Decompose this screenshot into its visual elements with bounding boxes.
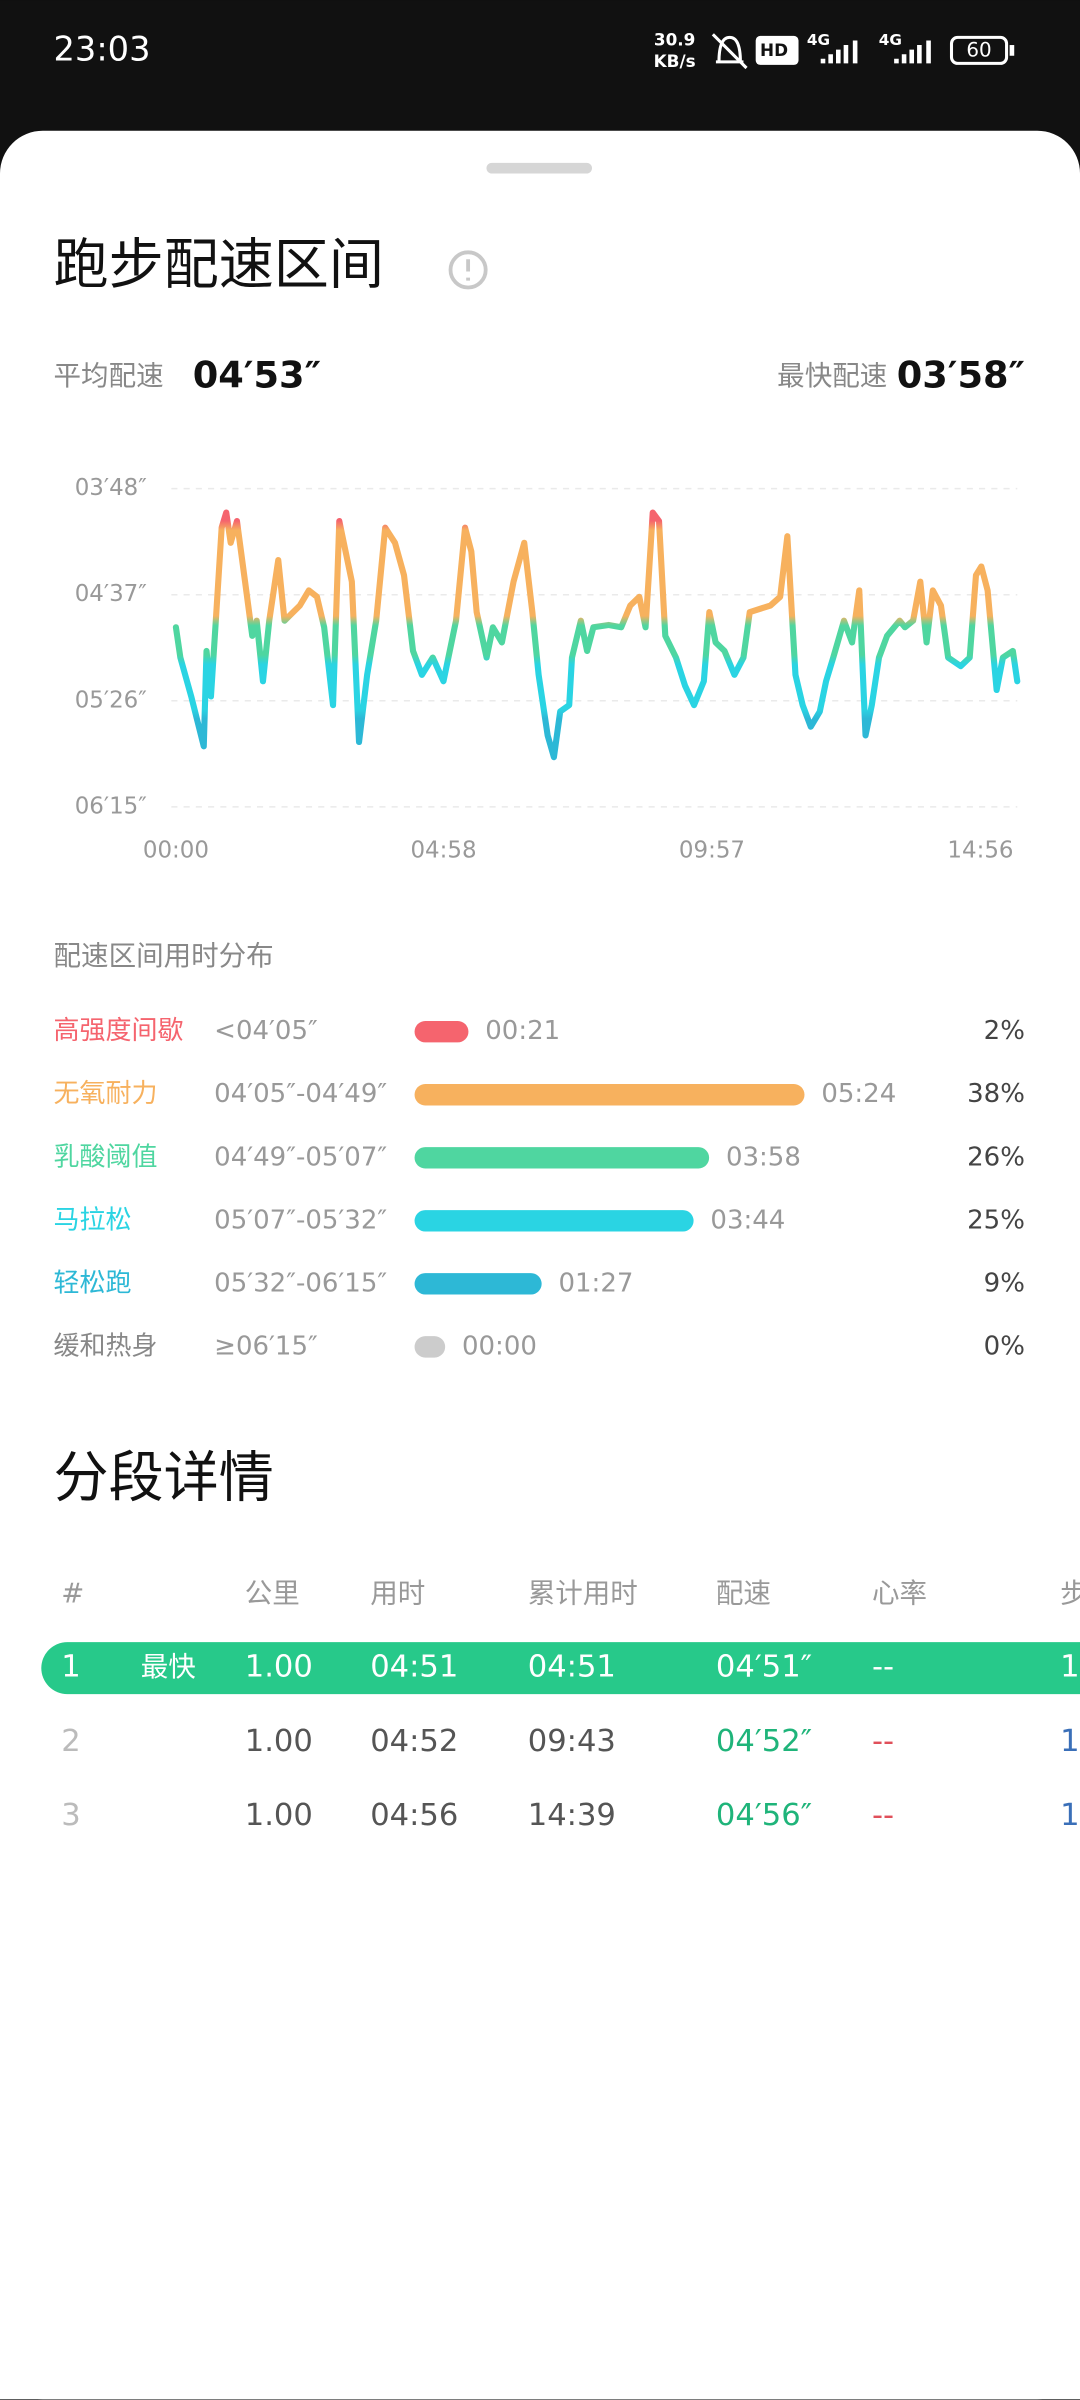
zone-range: 04′49″-05′07″ (214, 1142, 387, 1172)
best-value: 03′58″ (897, 353, 1025, 396)
column-header: 累计用时 (528, 1578, 638, 1610)
cell-cadence: 15 (1060, 1798, 1080, 1833)
zone-time: 03:58 (726, 1142, 801, 1172)
row-index: 1 (61, 1650, 80, 1685)
battery-tip (1009, 45, 1015, 56)
column-header: 心率 (872, 1578, 927, 1610)
avg-value: 04′53″ (193, 353, 321, 396)
zone-percent: 2% (984, 1016, 1025, 1046)
cell-pace: 04′56″ (716, 1798, 812, 1833)
zone-name: 无氧耐力 (54, 1079, 158, 1109)
cell-time: 04:52 (370, 1724, 458, 1759)
mute-icon (711, 33, 748, 70)
zone-range: 05′07″-05′32″ (214, 1205, 387, 1235)
zone-range: 04′05″-04′49″ (214, 1079, 387, 1109)
zone-percent: 26% (967, 1142, 1025, 1172)
zone-time: 05:24 (821, 1079, 896, 1109)
row-index: 3 (61, 1798, 80, 1833)
cell-time: 04:51 (370, 1650, 458, 1685)
y-tick-label: 05′26″ (75, 687, 148, 713)
y-tick-label: 03′48″ (75, 475, 148, 501)
zone-percent: 9% (984, 1268, 1025, 1298)
signal-icon (894, 40, 931, 64)
zone-range: <04′05″ (214, 1016, 318, 1046)
net-speed: 30.9 (654, 29, 695, 49)
battery-level: 60 (966, 39, 991, 62)
zone-time: 01:27 (558, 1268, 633, 1298)
page-title: 跑步配速区间 (54, 233, 384, 297)
zone-time: 03:44 (710, 1205, 785, 1235)
signal-label: 4G (879, 31, 902, 49)
column-header: 用时 (370, 1578, 425, 1610)
cell-km: 1.00 (245, 1798, 313, 1833)
cell-km: 1.00 (245, 1724, 313, 1759)
zone-name: 轻松跑 (54, 1268, 132, 1298)
signal-icon (820, 40, 858, 64)
net-unit: KB/s (654, 51, 696, 71)
zone-bar (414, 1021, 469, 1043)
cell-pace: 04′52″ (716, 1724, 812, 1759)
pace-line (172, 509, 1021, 761)
x-tick-label: 00:00 (143, 838, 209, 864)
column-header: # (61, 1578, 84, 1610)
row-tag: 最快 (141, 1651, 196, 1683)
hd-label: HD (760, 40, 788, 60)
y-tick-label: 04′37″ (75, 581, 148, 607)
best-label: 最快配速 (777, 360, 887, 392)
zone-time: 00:00 (462, 1331, 537, 1361)
cell-cumulative: 04:51 (528, 1650, 616, 1685)
zone-bar (414, 1147, 710, 1169)
sheet-body (0, 184, 1080, 2400)
x-tick-label: 09:57 (679, 838, 745, 864)
zone-range: 05′32″-06′15″ (214, 1268, 387, 1298)
zone-bar (414, 1273, 542, 1295)
zone-percent: 38% (967, 1079, 1025, 1109)
info-icon[interactable] (448, 250, 488, 290)
column-header: 配速 (716, 1578, 771, 1610)
cell-pace: 04′51″ (716, 1650, 812, 1685)
column-header: 公里 (245, 1578, 300, 1610)
cell-hr: -- (872, 1798, 894, 1833)
signal-label: 4G (807, 31, 830, 49)
zone-bar (414, 1084, 805, 1106)
zone-bar (414, 1210, 694, 1232)
cell-time: 04:56 (370, 1798, 458, 1833)
cell-hr: -- (872, 1724, 894, 1759)
column-header: 步 (1060, 1578, 1080, 1610)
zone-percent: 0% (984, 1331, 1025, 1361)
row-index: 2 (61, 1724, 80, 1759)
zone-percent: 25% (967, 1205, 1025, 1235)
cell-cadence: 15 (1060, 1724, 1080, 1759)
best-row-highlight (41, 1642, 1080, 1695)
cell-cadence: 16 (1060, 1650, 1080, 1685)
cell-cumulative: 09:43 (528, 1724, 616, 1759)
battery-icon (949, 35, 1009, 65)
zones-title: 配速区间用时分布 (54, 940, 274, 972)
zone-bar (414, 1336, 446, 1358)
cell-km: 1.00 (245, 1650, 313, 1685)
clock: 23:03 (54, 30, 151, 69)
zone-name: 高强度间歇 (54, 1016, 184, 1046)
avg-label: 平均配速 (54, 360, 164, 392)
cell-hr: -- (872, 1650, 894, 1685)
zone-name: 马拉松 (54, 1205, 132, 1235)
x-tick-label: 14:56 (947, 838, 1013, 864)
zone-time: 00:21 (485, 1016, 560, 1046)
zone-name: 缓和热身 (54, 1331, 158, 1361)
drag-handle[interactable] (486, 162, 593, 174)
y-tick-label: 06′15″ (75, 793, 148, 819)
cell-cumulative: 14:39 (528, 1798, 616, 1833)
splits-title: 分段详情 (54, 1446, 274, 1510)
hd-badge (755, 35, 799, 65)
x-tick-label: 04:58 (410, 838, 476, 864)
zone-name: 乳酸阈值 (54, 1142, 158, 1172)
zone-range: ≥06′15″ (214, 1331, 318, 1361)
